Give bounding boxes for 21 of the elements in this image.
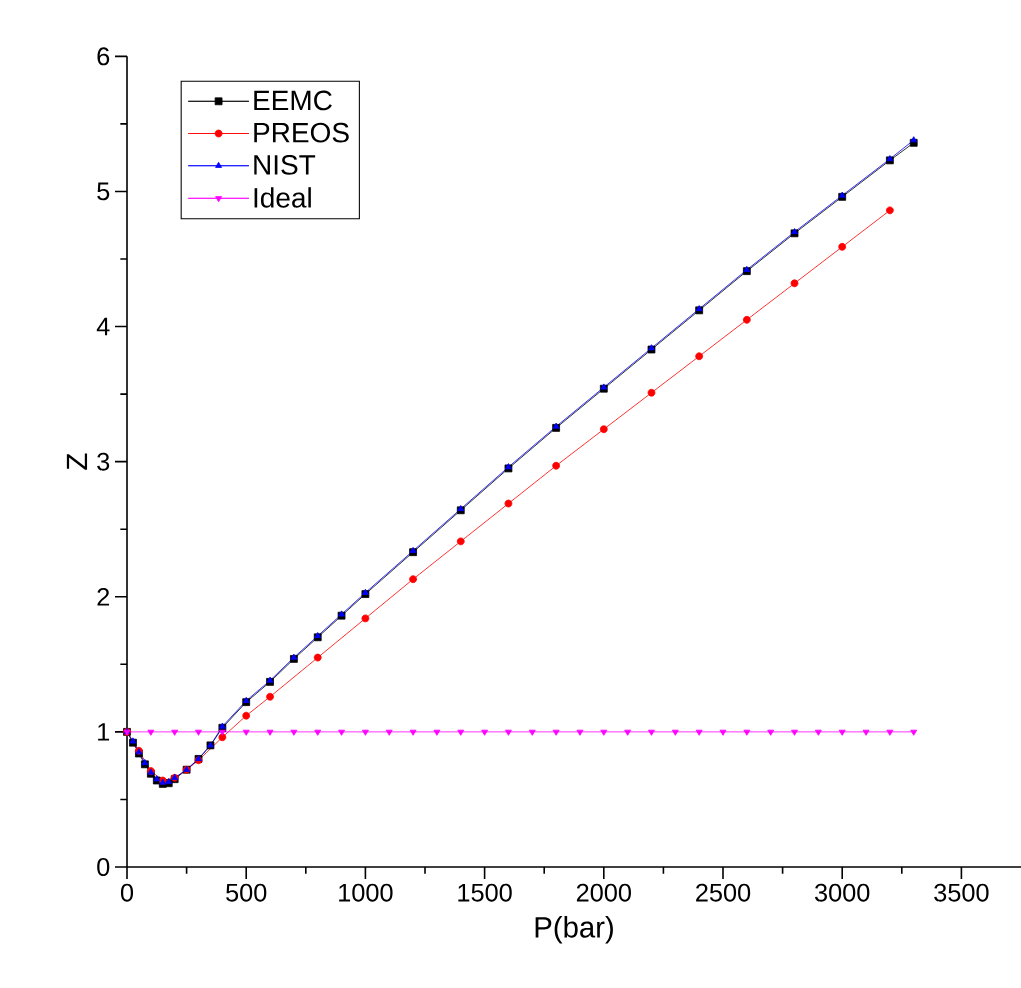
y-tick-label: 2 <box>97 587 110 606</box>
legend-label: PREOS <box>254 122 349 143</box>
x-tick-label: 2000 <box>576 883 631 902</box>
x-tick-label: 2500 <box>696 883 751 902</box>
y-tick-label: 1 <box>98 723 110 741</box>
y-tick-label: 0 <box>97 858 110 876</box>
y-tick-label: 5 <box>97 182 110 201</box>
legend-label: EEMC <box>254 90 332 111</box>
x-tick-label: 3500 <box>934 883 989 902</box>
legend-label: NIST <box>254 154 316 175</box>
x-tick-label: 0 <box>120 883 134 902</box>
x-tick-label: 1500 <box>458 883 512 902</box>
y-tick-label: 4 <box>96 317 110 336</box>
y-axis-title: Z <box>66 453 88 470</box>
y-tick-label: 6 <box>97 47 110 66</box>
x-tick-label: 500 <box>226 883 267 902</box>
x-axis-title: P(bar) <box>535 916 613 944</box>
x-tick-label: 3000 <box>814 883 870 902</box>
legend-label: Ideal <box>254 187 311 208</box>
y-tick-label: 3 <box>97 452 110 471</box>
x-tick-label: 1000 <box>339 883 393 902</box>
